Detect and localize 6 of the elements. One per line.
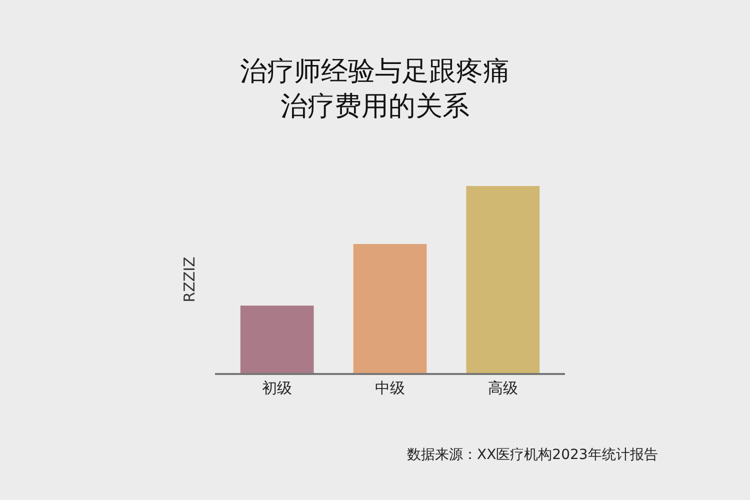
x-tick-label: 中级 xyxy=(375,379,405,397)
chart-title: 治疗师经验与足跟疼痛治疗费用的关系 xyxy=(240,56,510,122)
y-axis-title: RZZIZ xyxy=(180,256,198,302)
x-tick-label: 初级 xyxy=(262,379,292,397)
x-tick-label: 高级 xyxy=(488,379,518,397)
source-note: 数据来源：XX医疗机构2023年统计报告 xyxy=(407,447,658,463)
